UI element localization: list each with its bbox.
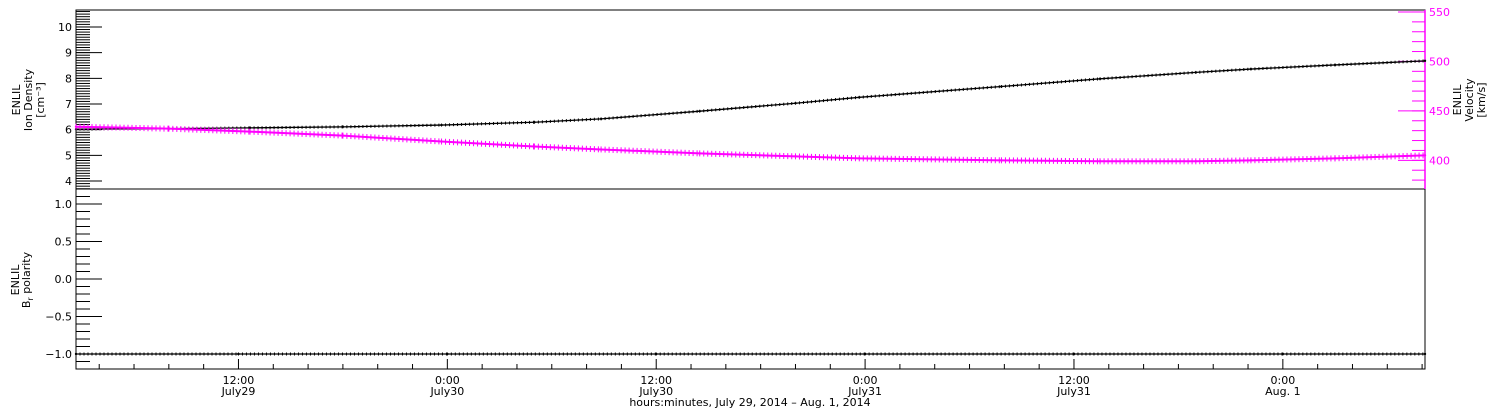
x-tick-time: 12:00	[640, 374, 672, 387]
x-tick-date: July29	[221, 385, 256, 398]
y-tick-label: 9	[65, 47, 72, 60]
right-tick-label: 400	[1429, 154, 1450, 167]
axis-title-line: ENLIL	[10, 84, 23, 116]
x-tick-date: July30	[429, 385, 464, 398]
x-tick-time: 0:00	[1270, 374, 1295, 387]
x-tick-date: July31	[847, 385, 882, 398]
data-point	[1000, 159, 1003, 162]
right-tick-label: 500	[1429, 55, 1450, 68]
data-point	[1423, 154, 1427, 157]
data-point	[446, 352, 449, 356]
right-tick-label: 550	[1429, 6, 1450, 19]
data-point	[1249, 67, 1253, 71]
data-point	[248, 126, 252, 130]
b-symbol: B	[20, 301, 33, 309]
plot-frames	[75, 9, 1426, 370]
data-point	[655, 352, 658, 356]
data-point	[1098, 77, 1102, 81]
data-point	[1423, 352, 1427, 356]
data-point	[1098, 160, 1102, 163]
data-point	[1194, 71, 1198, 74]
axis-title-line: Velocity	[1463, 78, 1476, 122]
axis-title-line: [km/s]	[1475, 82, 1488, 117]
data-point	[1194, 160, 1198, 163]
axis-labels: 12:00July290:00July3012:00July300:00July…	[9, 68, 1488, 409]
data-point	[1249, 159, 1253, 162]
right-tick-label: 450	[1429, 105, 1450, 118]
r-subscript: r	[26, 297, 35, 301]
data-point	[698, 109, 701, 113]
data-point	[341, 134, 345, 137]
x-tick-time: 0:00	[853, 374, 878, 387]
y-tick-label: 0.0	[55, 273, 73, 286]
data-point	[794, 102, 797, 105]
data-point	[440, 123, 443, 127]
x-tick-time: 12:00	[223, 374, 255, 387]
data-point	[1333, 157, 1337, 160]
series-line-0-0	[75, 60, 1426, 130]
y-tick-label: 0.5	[55, 236, 73, 249]
data-point	[794, 155, 797, 158]
bottom-panel-frame	[75, 188, 1426, 370]
data-point	[167, 127, 171, 130]
y-tick-label: 6	[65, 124, 72, 137]
axis-title-line: ENLIL	[9, 264, 22, 296]
y-tick-label: −1.0	[45, 348, 72, 361]
data-point	[1072, 352, 1076, 356]
x-tick-time: 12:00	[1058, 374, 1090, 387]
data-point	[858, 96, 861, 99]
data-point	[1333, 63, 1337, 67]
x-tick-date: July30	[638, 385, 673, 398]
x-tick-date: July31	[1056, 385, 1091, 398]
data-point	[698, 152, 701, 155]
y-tick-label: 8	[65, 72, 72, 85]
axis-title-line: [cm⁻³]	[34, 82, 47, 118]
x-tick-date: Aug. 1	[1265, 385, 1300, 398]
data-point	[599, 148, 603, 151]
data-point	[74, 352, 78, 356]
series	[74, 59, 1427, 356]
data-point	[533, 121, 536, 124]
data-point	[863, 352, 867, 356]
data-point	[599, 117, 603, 121]
data-point	[440, 140, 443, 143]
data-point	[1281, 352, 1285, 356]
data-point	[248, 130, 252, 133]
y-tick-label: 7	[65, 98, 72, 111]
y-tick-label: −0.5	[45, 311, 72, 324]
axes: 4 5 6 7 8 9 10 −1.0 −0.5 0.0 0.5 1.0 400 450 500 550	[45, 6, 1450, 369]
data-point	[237, 352, 240, 356]
axis-title-line: Ion Density	[22, 68, 35, 131]
x-tick-time: 0:00	[435, 374, 460, 387]
top-panel-frame	[75, 9, 1426, 190]
x-axis-title: hours:minutes, July 29, 2014 – Aug. 1, 2…	[629, 396, 870, 409]
data-point	[341, 125, 345, 129]
data-point	[1000, 85, 1003, 88]
data-point	[533, 145, 536, 148]
axis-title-line: ENLIL	[1451, 84, 1464, 116]
y-tick-label: 5	[65, 149, 72, 162]
data-point	[858, 157, 861, 160]
y-tick-label: 4	[65, 175, 72, 188]
axis-title-br-polarity: Br polarity	[20, 251, 35, 308]
data-point	[74, 125, 78, 128]
data-point	[1423, 59, 1427, 63]
y-tick-label: 10	[58, 21, 72, 34]
y-tick-label: 1.0	[55, 198, 73, 211]
polarity-label: polarity	[20, 251, 33, 297]
